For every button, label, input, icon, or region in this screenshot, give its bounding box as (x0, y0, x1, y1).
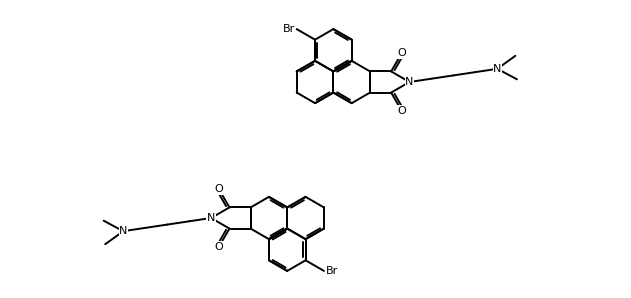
Text: N: N (119, 226, 127, 236)
Text: N: N (405, 77, 414, 87)
Text: N: N (493, 64, 502, 74)
Text: Br: Br (283, 24, 295, 34)
Text: O: O (398, 106, 406, 116)
Text: N: N (405, 77, 414, 87)
Text: O: O (398, 106, 406, 116)
Text: O: O (398, 48, 406, 58)
Text: O: O (398, 48, 406, 58)
Text: O: O (215, 242, 223, 252)
Text: N: N (207, 213, 215, 223)
Text: Br: Br (326, 266, 338, 276)
Text: O: O (215, 242, 223, 252)
Text: O: O (215, 184, 223, 194)
Text: O: O (215, 184, 223, 194)
Text: N: N (207, 213, 215, 223)
